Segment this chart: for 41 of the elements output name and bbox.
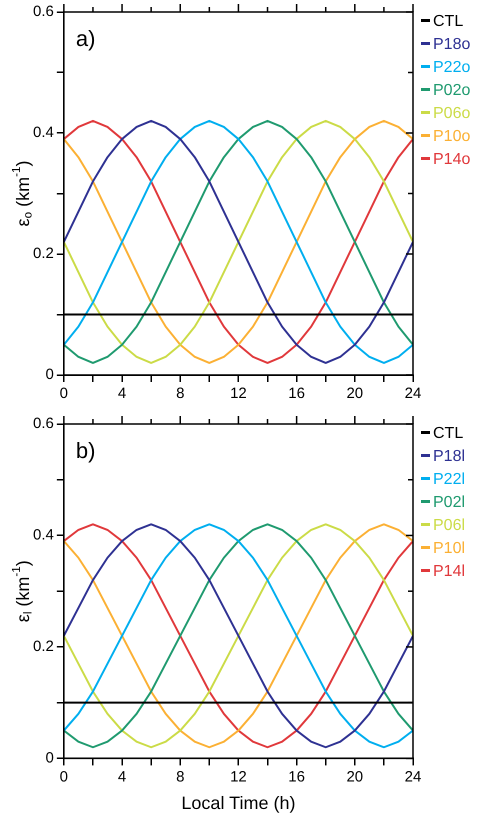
x-tick-label: 24 <box>404 385 422 402</box>
y-tick-label: 0.6 <box>32 3 54 20</box>
x-tick-label: 24 <box>404 768 422 786</box>
x-tick-label: 8 <box>176 768 184 786</box>
legend-label: P06o <box>433 105 470 122</box>
x-tick-label: 12 <box>230 768 247 786</box>
x-tick-label: 4 <box>118 768 126 786</box>
legend-label: CTL <box>433 13 464 30</box>
y-tick-label: 0.4 <box>32 124 54 142</box>
legend-label: P10o <box>433 128 470 145</box>
annotation: b) <box>76 438 96 463</box>
x-tick-label: 12 <box>230 385 247 402</box>
y-tick-label: 0 <box>46 750 54 767</box>
y-tick-label: 0.6 <box>32 415 54 432</box>
x-axis-title: Local Time (h) <box>181 793 296 814</box>
legend-label: P14l <box>433 563 466 580</box>
annotation: a) <box>76 26 96 51</box>
y-tick-label: 0.2 <box>32 245 54 262</box>
legend-label: P14o <box>433 151 470 168</box>
x-tick-label: 0 <box>60 768 68 786</box>
y-tick-label: 0.2 <box>32 638 54 656</box>
x-tick-label: 20 <box>346 768 364 786</box>
legend-label: P02l <box>433 494 466 511</box>
y-axis-title: εo (km-1) <box>10 160 35 226</box>
x-tick-label: 0 <box>60 385 68 402</box>
y-tick-label: 0.4 <box>32 526 54 544</box>
legend-label: P10l <box>433 540 466 557</box>
x-tick-label: 4 <box>118 385 126 402</box>
legend-label: P02o <box>433 82 470 99</box>
legend-label: P22l <box>433 471 466 488</box>
legend-label: P06l <box>433 517 466 534</box>
legend-label: P18o <box>433 36 470 53</box>
x-tick-label: 8 <box>176 385 184 402</box>
y-tick-label: 0 <box>46 366 54 384</box>
x-tick-label: 20 <box>346 385 364 402</box>
legend-label: P18l <box>433 448 466 465</box>
x-tick-label: 16 <box>288 385 305 402</box>
legend-label: P22o <box>433 59 470 76</box>
legend-label: CTL <box>433 425 464 442</box>
y-axis-title: εl (km-1) <box>10 560 35 622</box>
x-tick-label: 16 <box>288 768 305 786</box>
